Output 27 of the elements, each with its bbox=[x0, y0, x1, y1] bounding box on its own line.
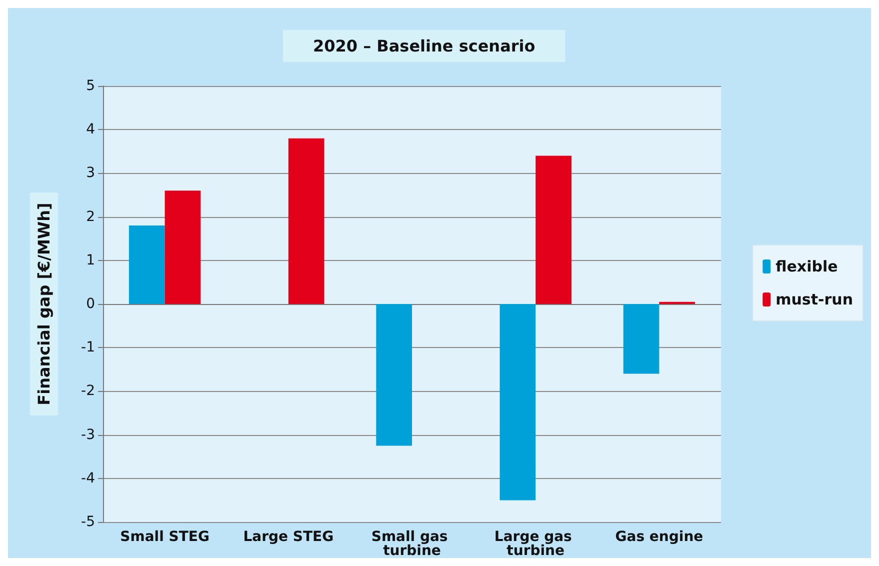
x-tick-label: Small STEG bbox=[120, 529, 210, 545]
y-tick-label: -1 bbox=[81, 340, 95, 356]
y-tick-label: 1 bbox=[86, 252, 95, 268]
bar bbox=[500, 304, 536, 500]
chart-title: 2020 – Baseline scenario bbox=[313, 36, 536, 56]
x-tick-label: Gas engine bbox=[615, 529, 704, 545]
y-tick-label: 0 bbox=[86, 296, 95, 312]
y-tick-label: -3 bbox=[81, 426, 95, 443]
bar bbox=[128, 226, 165, 304]
y-tick-label: 3 bbox=[86, 165, 95, 182]
y-axis-title: Financial gap [€/MWh] bbox=[34, 202, 54, 406]
y-tick-label: 5 bbox=[86, 78, 95, 94]
y-tick-label: 4 bbox=[86, 122, 96, 138]
bar bbox=[288, 138, 324, 304]
y-tick-label: 2 bbox=[86, 208, 95, 225]
y-tick-label: -5 bbox=[81, 514, 95, 530]
y-tick-label: -2 bbox=[81, 383, 95, 400]
y-tick-label: -4 bbox=[81, 470, 96, 486]
bar bbox=[536, 156, 572, 304]
legend-label: must-run bbox=[776, 290, 854, 308]
bar bbox=[376, 304, 412, 446]
x-tick-label: Small gas turbine bbox=[371, 529, 453, 559]
bar bbox=[164, 190, 201, 304]
bar bbox=[623, 304, 660, 374]
x-tick-label: Large STEG bbox=[243, 529, 334, 545]
x-tick-label: Large gas turbine bbox=[494, 529, 577, 559]
legend-label: flexible bbox=[776, 258, 838, 276]
